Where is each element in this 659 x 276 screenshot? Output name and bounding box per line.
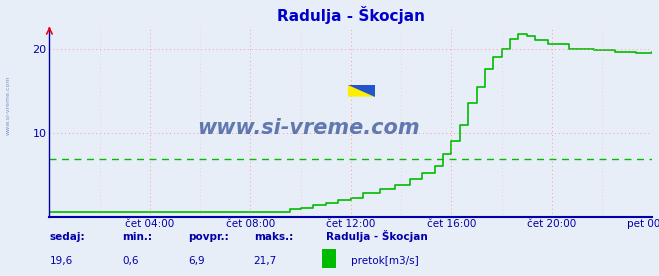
Text: 19,6: 19,6: [49, 256, 72, 266]
Polygon shape: [348, 85, 375, 97]
Title: Radulja - Škocjan: Radulja - Škocjan: [277, 6, 425, 24]
Text: povpr.:: povpr.:: [188, 232, 229, 242]
Text: 6,9: 6,9: [188, 256, 204, 266]
Text: sedaj:: sedaj:: [49, 232, 85, 242]
Text: pretok[m3/s]: pretok[m3/s]: [351, 256, 419, 266]
Text: 21,7: 21,7: [254, 256, 277, 266]
Text: www.si-vreme.com: www.si-vreme.com: [198, 118, 420, 138]
Text: min.:: min.:: [122, 232, 152, 242]
Text: Radulja - Škocjan: Radulja - Škocjan: [326, 230, 428, 242]
Text: 0,6: 0,6: [122, 256, 138, 266]
Text: www.si-vreme.com: www.si-vreme.com: [5, 75, 11, 135]
Text: maks.:: maks.:: [254, 232, 293, 242]
Polygon shape: [348, 85, 375, 97]
